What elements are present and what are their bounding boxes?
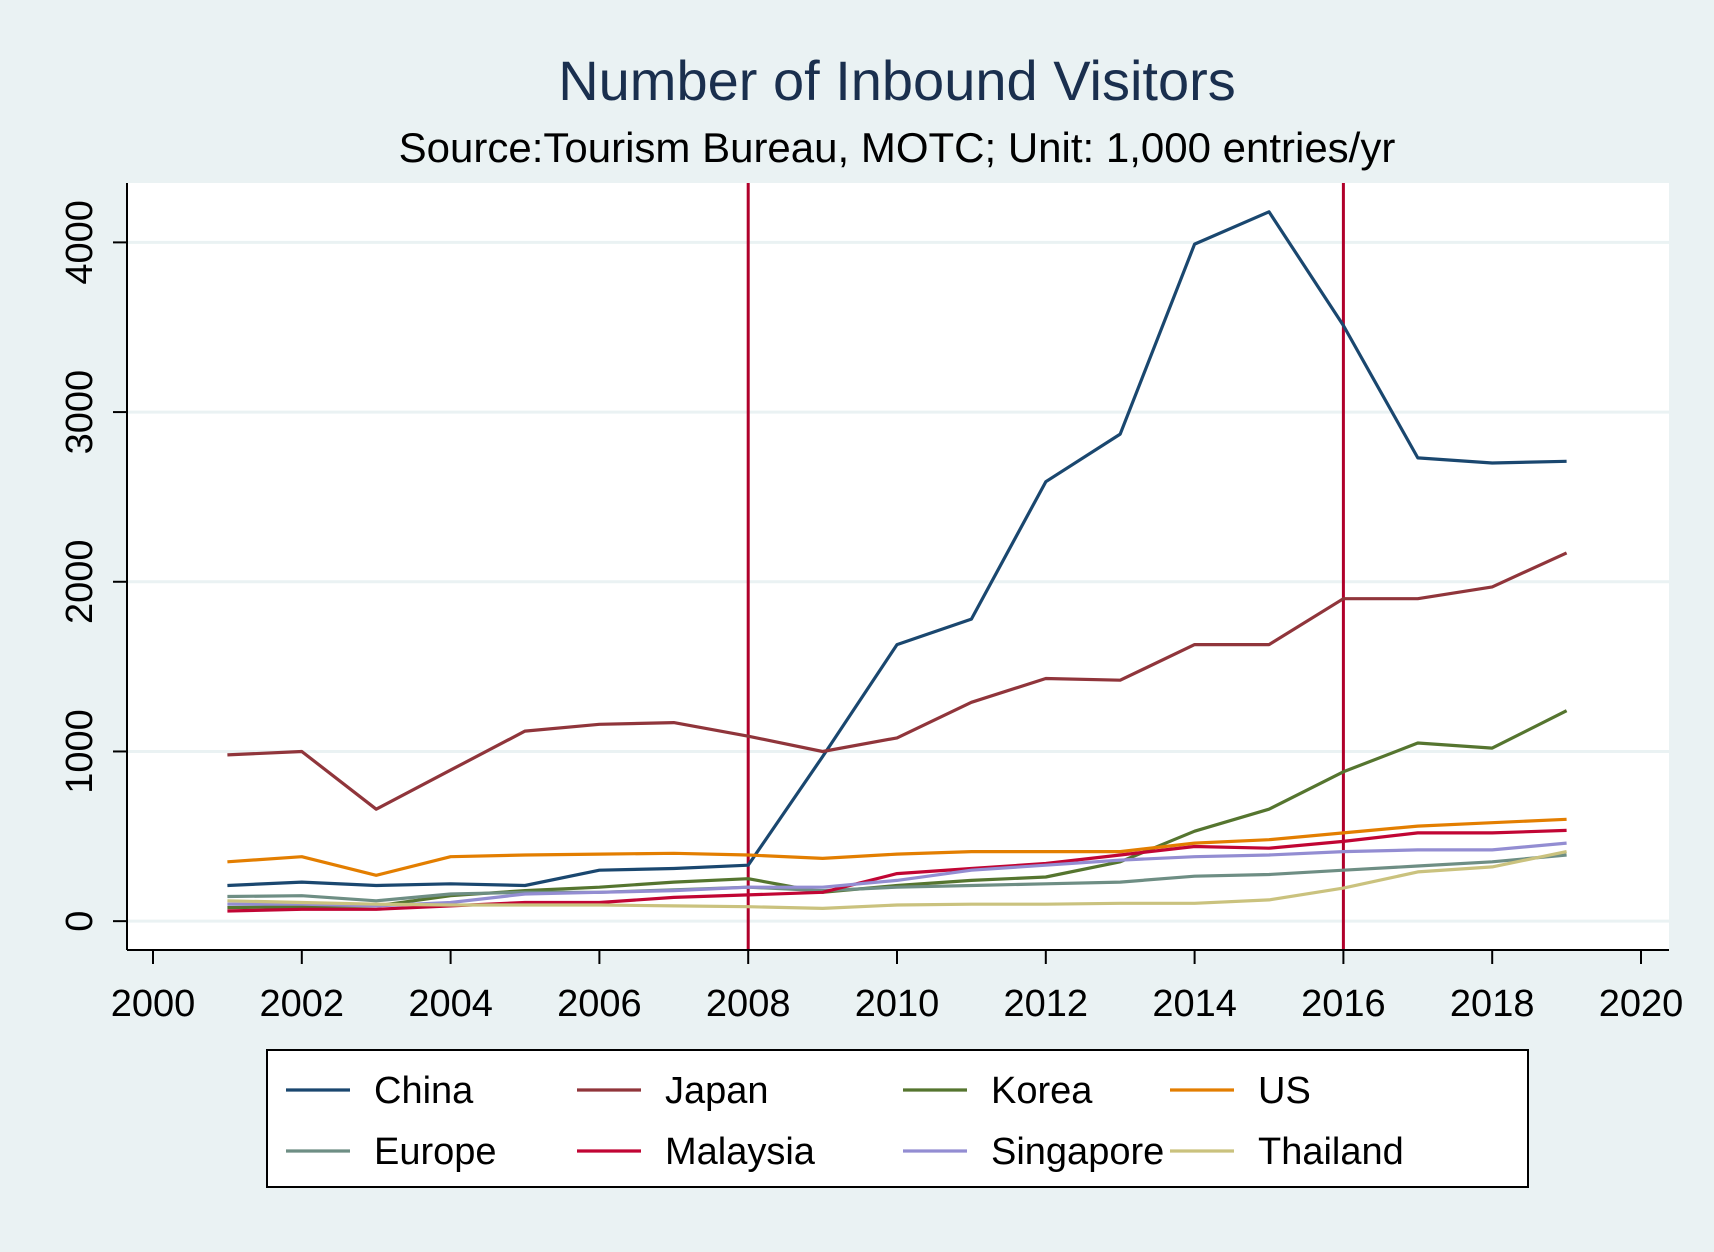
legend-box [266,1049,1529,1188]
x-tick-label: 2014 [1152,983,1237,1025]
legend-label: Singapore [991,1131,1164,1173]
x-tick-label: 2020 [1599,983,1684,1025]
x-tick-label: 2002 [260,983,345,1025]
x-tick-label: 2008 [706,983,791,1025]
series-line-europe [227,853,1567,903]
y-tick-label: 2000 [59,539,101,624]
chart-subtitle: Source:Tourism Bureau, MOTC; Unit: 1,000… [399,124,1396,171]
reference-lines [746,183,1345,950]
x-tick-label: 2004 [408,983,493,1025]
gridlines [127,240,1669,923]
legend: China Japan Korea US Europe Malaysia Singapore… [266,1049,1529,1188]
x-tick-label: 2006 [557,983,642,1025]
x-tick-label: 2012 [1004,983,1089,1025]
axes: 0 1000 2000 3000 4000 2000 2002 2004 2006 2008 201… [59,183,1683,1025]
legend-label: US [1258,1070,1311,1112]
x-tick-label: 2018 [1450,983,1535,1025]
plot-area [127,183,1669,950]
legend-label: Europe [374,1131,497,1173]
y-tick-label: 0 [59,911,101,932]
legend-label: Korea [991,1070,1093,1112]
legend-label: Malaysia [665,1131,816,1173]
series-lines [227,210,1568,913]
series-line-japan [227,551,1568,811]
series-line-singapore [227,841,1567,908]
series-line-us [227,817,1567,877]
legend-label: Thailand [1258,1131,1404,1173]
series-line-korea [227,709,1568,910]
chart-title: Number of Inbound Visitors [558,49,1236,112]
series-line-china [227,210,1567,888]
y-tick-label: 3000 [59,370,101,455]
x-tick-label: 2000 [111,983,196,1025]
y-tick-label: 1000 [59,709,101,794]
legend-label: China [374,1070,474,1112]
x-tick-label: 2010 [855,983,940,1025]
y-tick-label: 4000 [59,200,101,285]
series-line-thailand [227,850,1567,911]
legend-label: Japan [665,1070,769,1112]
x-tick-label: 2016 [1301,983,1386,1025]
